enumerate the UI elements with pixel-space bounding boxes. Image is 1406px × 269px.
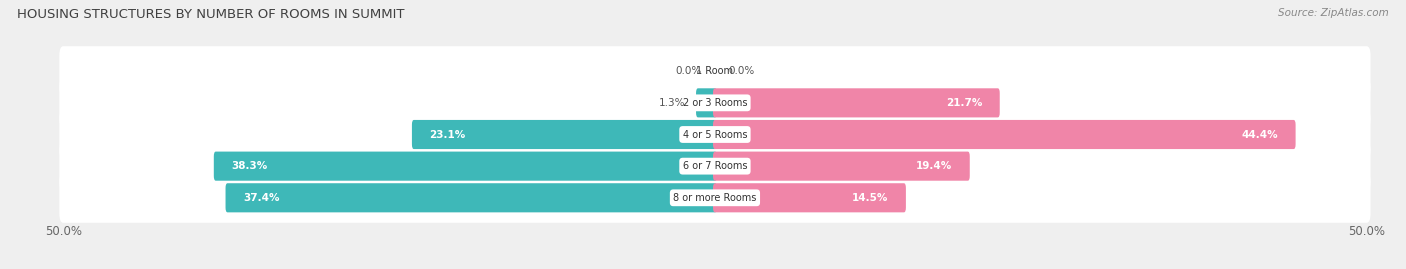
FancyBboxPatch shape: [59, 109, 1371, 160]
Text: 37.4%: 37.4%: [243, 193, 280, 203]
Text: 1 Room: 1 Room: [696, 66, 734, 76]
Text: 0.0%: 0.0%: [676, 66, 702, 76]
Text: 14.5%: 14.5%: [852, 193, 889, 203]
FancyBboxPatch shape: [713, 120, 1295, 149]
Text: HOUSING STRUCTURES BY NUMBER OF ROOMS IN SUMMIT: HOUSING STRUCTURES BY NUMBER OF ROOMS IN…: [17, 8, 405, 21]
Text: 44.4%: 44.4%: [1241, 129, 1278, 140]
FancyBboxPatch shape: [59, 78, 1371, 128]
FancyBboxPatch shape: [412, 120, 717, 149]
Text: 19.4%: 19.4%: [915, 161, 952, 171]
FancyBboxPatch shape: [713, 88, 1000, 117]
FancyBboxPatch shape: [225, 183, 717, 212]
FancyBboxPatch shape: [59, 173, 1371, 223]
FancyBboxPatch shape: [713, 183, 905, 212]
Text: 4 or 5 Rooms: 4 or 5 Rooms: [683, 129, 747, 140]
Text: 8 or more Rooms: 8 or more Rooms: [673, 193, 756, 203]
Text: 1.3%: 1.3%: [658, 98, 685, 108]
Text: 21.7%: 21.7%: [946, 98, 983, 108]
FancyBboxPatch shape: [59, 46, 1371, 96]
Text: 0.0%: 0.0%: [728, 66, 754, 76]
Text: 6 or 7 Rooms: 6 or 7 Rooms: [683, 161, 747, 171]
FancyBboxPatch shape: [713, 152, 970, 181]
FancyBboxPatch shape: [214, 152, 717, 181]
Text: Source: ZipAtlas.com: Source: ZipAtlas.com: [1278, 8, 1389, 18]
FancyBboxPatch shape: [696, 88, 717, 117]
Text: 23.1%: 23.1%: [429, 129, 465, 140]
FancyBboxPatch shape: [59, 141, 1371, 191]
Text: 2 or 3 Rooms: 2 or 3 Rooms: [683, 98, 747, 108]
Text: 38.3%: 38.3%: [232, 161, 267, 171]
